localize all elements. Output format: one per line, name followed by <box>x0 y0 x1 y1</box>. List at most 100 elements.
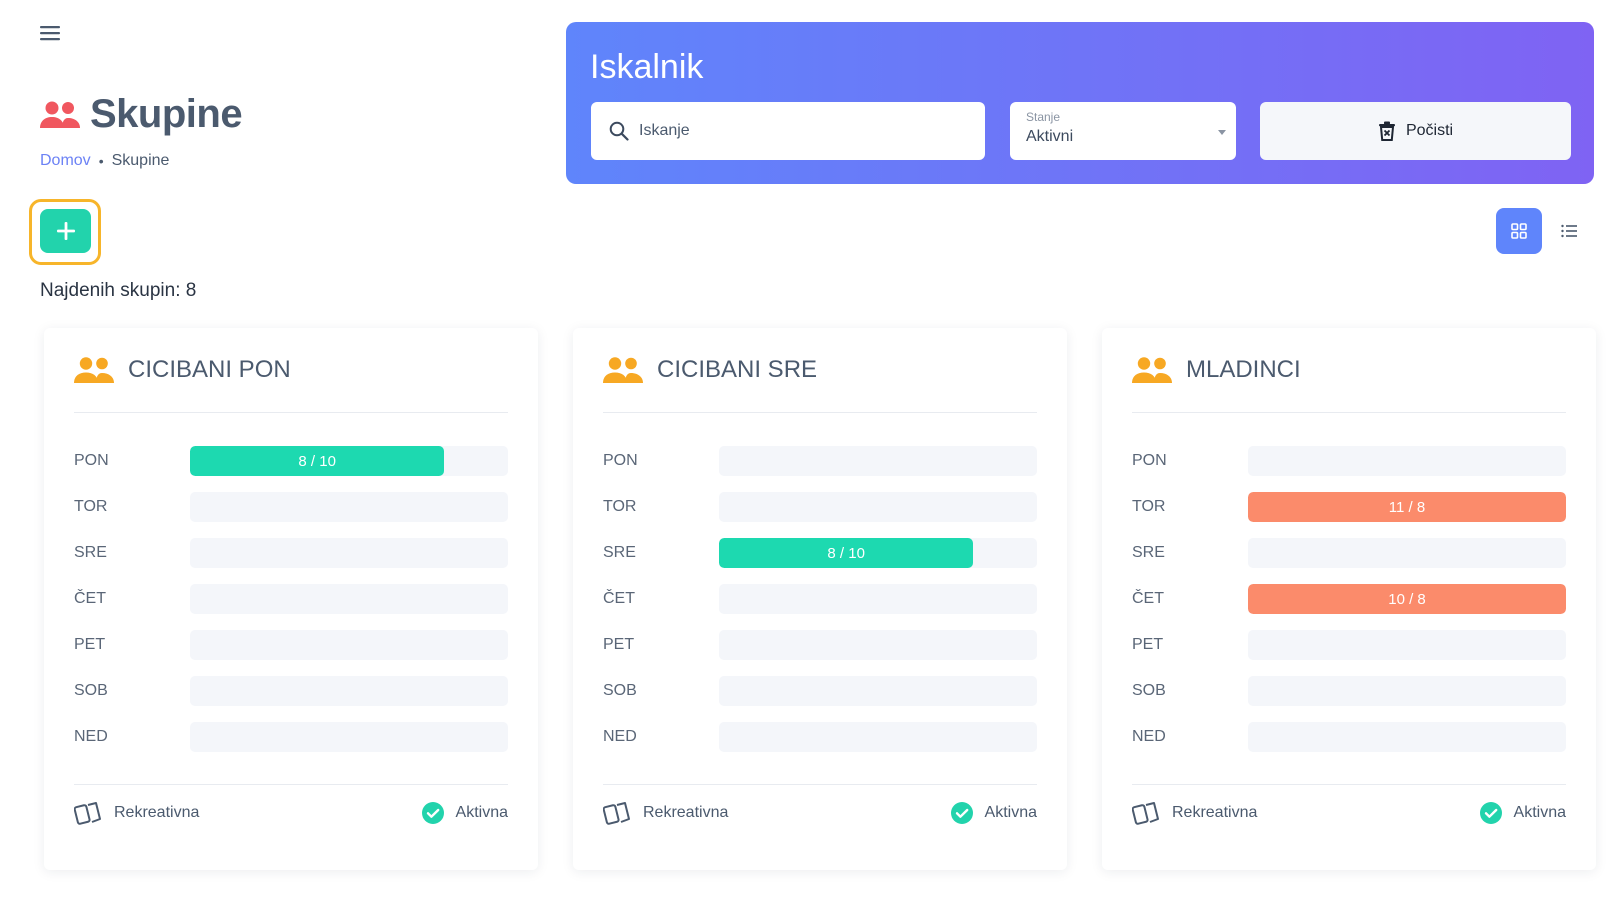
capacity-bar-track: 11 / 8 <box>1248 492 1566 522</box>
day-row: TOR <box>603 492 1037 522</box>
found-count: Najdenih skupin: 8 <box>40 280 197 301</box>
capacity-bar-track <box>190 722 508 752</box>
capacity-bar-track: 10 / 8 <box>1248 584 1566 614</box>
divider <box>1132 784 1566 785</box>
capacity-bar-track <box>1248 630 1566 660</box>
day-row: PON <box>603 446 1037 476</box>
day-row: PET <box>1132 630 1566 660</box>
capacity-bar-track <box>719 584 1037 614</box>
group-card[interactable]: MLADINCI PON TOR 11 / 8 SRE ČET 10 / 8 PET SOB N… <box>1102 328 1596 870</box>
clear-filters-button[interactable]: Počisti <box>1260 102 1571 160</box>
group-card[interactable]: CICIBANI PON PON 8 / 10 TOR SRE ČET PET SOB NED… <box>44 328 538 870</box>
group-status: Aktivna <box>950 802 1037 824</box>
day-row: PON 8 / 10 <box>74 446 508 476</box>
group-name: MLADINCI <box>1186 356 1301 383</box>
group-type: Rekreativna <box>74 801 199 825</box>
group-type: Rekreativna <box>603 801 728 825</box>
day-row: ČET <box>74 584 508 614</box>
users-group-icon <box>40 101 80 128</box>
day-row: NED <box>1132 722 1566 752</box>
breadcrumb: Domov • Skupine <box>40 152 169 170</box>
day-label: TOR <box>1132 498 1166 515</box>
capacity-bar-fill: 8 / 10 <box>719 538 974 568</box>
capacity-bar-track <box>190 584 508 614</box>
users-group-icon <box>603 357 643 383</box>
group-card-header: MLADINCI <box>1132 356 1301 384</box>
day-label: NED <box>603 728 637 745</box>
day-row: SRE <box>74 538 508 568</box>
capacity-bar-track <box>1248 722 1566 752</box>
capacity-bar-track <box>719 492 1037 522</box>
divider <box>74 412 508 413</box>
day-label: SOB <box>74 682 108 699</box>
group-card-footer: Rekreativna Aktivna <box>74 798 508 828</box>
day-label: ČET <box>1132 590 1164 607</box>
day-label: PET <box>74 636 106 653</box>
users-group-icon <box>1132 357 1172 383</box>
day-label: ČET <box>74 590 106 607</box>
search-input[interactable] <box>639 122 959 140</box>
divider <box>603 412 1037 413</box>
capacity-bar-track: 8 / 10 <box>719 538 1037 568</box>
capacity-bar-track <box>1248 538 1566 568</box>
day-label: SRE <box>603 544 636 561</box>
search-field[interactable] <box>591 102 985 160</box>
group-name: CICIBANI SRE <box>657 356 818 383</box>
capacity-bar-fill: 10 / 8 <box>1248 584 1566 614</box>
day-row: SOB <box>603 676 1037 706</box>
capacity-bar-track <box>1248 676 1566 706</box>
caret-down-icon <box>1218 130 1226 135</box>
day-label: SRE <box>1132 544 1165 561</box>
group-status-label: Aktivna <box>1513 804 1566 821</box>
state-select[interactable]: Stanje Aktivni <box>1010 102 1236 160</box>
day-row: NED <box>603 722 1037 752</box>
divider <box>1132 412 1566 413</box>
day-row: TOR 11 / 8 <box>1132 492 1566 522</box>
list-view-button[interactable] <box>1558 220 1580 242</box>
cards-icon <box>603 802 630 825</box>
group-status-label: Aktivna <box>984 804 1037 821</box>
capacity-bar-fill: 11 / 8 <box>1248 492 1566 522</box>
state-select-label: Stanje <box>1026 110 1061 124</box>
add-group-button[interactable] <box>40 209 91 253</box>
divider <box>603 784 1037 785</box>
menu-toggle-button[interactable] <box>40 24 64 46</box>
day-label: PON <box>1132 452 1167 469</box>
day-row: SOB <box>1132 676 1566 706</box>
check-circle-icon <box>1479 802 1502 824</box>
capacity-bar-track <box>190 630 508 660</box>
cards-icon <box>1132 802 1159 825</box>
grid-view-button[interactable] <box>1496 208 1542 254</box>
group-card-header: CICIBANI SRE <box>603 356 817 384</box>
day-row: NED <box>74 722 508 752</box>
day-label: SRE <box>74 544 107 561</box>
hamburger-menu-icon <box>40 26 60 41</box>
day-label: PET <box>603 636 635 653</box>
day-row: PON <box>1132 446 1566 476</box>
search-icon <box>609 121 629 141</box>
day-row: PET <box>74 630 508 660</box>
day-label: PON <box>74 452 109 469</box>
day-label: PON <box>603 452 638 469</box>
group-card[interactable]: CICIBANI SRE PON TOR SRE 8 / 10 ČET PET SOB NED… <box>573 328 1067 870</box>
breadcrumb-home-link[interactable]: Domov <box>40 152 91 169</box>
day-label: SOB <box>1132 682 1166 699</box>
group-status: Aktivna <box>1479 802 1566 824</box>
day-label: PET <box>1132 636 1164 653</box>
capacity-bar-track <box>190 676 508 706</box>
group-type-label: Rekreativna <box>643 804 729 821</box>
day-label: TOR <box>603 498 637 515</box>
day-row: ČET 10 / 8 <box>1132 584 1566 614</box>
page-title: Skupine <box>90 92 243 136</box>
day-label: NED <box>74 728 108 745</box>
group-status: Aktivna <box>421 802 508 824</box>
group-type: Rekreativna <box>1132 801 1257 825</box>
capacity-bar-track <box>190 492 508 522</box>
day-row: SRE 8 / 10 <box>603 538 1037 568</box>
cards-icon <box>74 802 101 825</box>
day-label: TOR <box>74 498 108 515</box>
capacity-bar-track <box>719 630 1037 660</box>
state-select-value: Aktivni <box>1026 128 1074 145</box>
group-status-label: Aktivna <box>455 804 508 821</box>
capacity-bar-track <box>719 676 1037 706</box>
